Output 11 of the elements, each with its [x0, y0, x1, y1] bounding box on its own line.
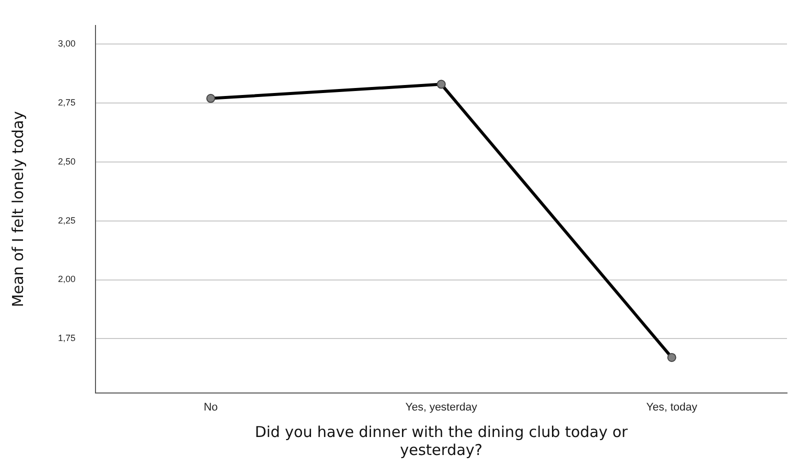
y-tick-label: 3,00	[58, 38, 76, 49]
y-tick-label: 2,25	[58, 215, 76, 226]
x-tick-label: No	[204, 401, 218, 414]
y-tick-label: 2,00	[58, 274, 76, 284]
x-tick-label: Yes, today	[646, 401, 698, 414]
y-tick-label: 1,75	[58, 333, 76, 344]
y-axis-title: Mean of I felt lonely today	[8, 111, 27, 308]
x-axis-title: Did you have dinner with the dining club today or yesterday?	[254, 422, 629, 459]
x-tick-label: Yes, yesterday	[405, 401, 478, 414]
y-tick-label: 2,50	[58, 156, 76, 166]
y-tick-label: 2,75	[58, 98, 76, 108]
